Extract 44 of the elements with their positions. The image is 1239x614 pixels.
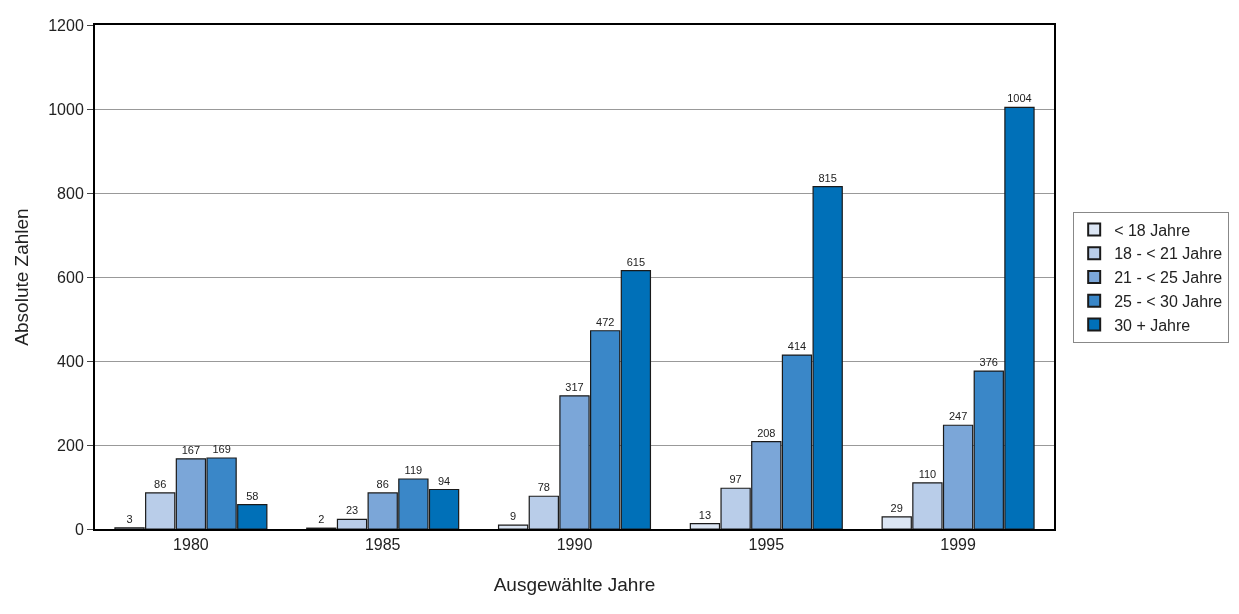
data-label: 29 [890, 501, 903, 514]
legend-label: 30 + Jahre [1114, 316, 1191, 334]
data-label: 86 [154, 477, 167, 490]
legend-label: < 18 Jahre [1114, 221, 1191, 239]
data-label: 2 [318, 513, 325, 526]
data-label: 376 [979, 356, 998, 369]
data-label: 9 [510, 510, 517, 523]
data-label: 86 [376, 477, 389, 490]
data-label: 58 [246, 489, 259, 502]
x-tick-label: 1985 [364, 536, 401, 554]
data-label: 1004 [1007, 92, 1032, 105]
data-label: 208 [757, 426, 776, 439]
legend-label: 18 - < 21 Jahre [1114, 245, 1223, 263]
data-label: 247 [948, 410, 968, 423]
x-tick-label: 1999 [940, 536, 976, 554]
y-tick-label: 600 [57, 268, 84, 286]
data-label: 110 [918, 467, 937, 480]
y-tick-label: 200 [57, 436, 84, 454]
y-tick-label: 400 [57, 352, 84, 370]
data-label: 13 [698, 508, 712, 521]
y-tick-label: 1200 [48, 16, 84, 34]
y-tick-label: 800 [57, 184, 84, 202]
x-axis-title: Ausgewählte Jahre [493, 573, 656, 595]
data-label: 167 [181, 443, 201, 456]
x-tick-label: 1995 [748, 536, 785, 554]
data-label: 317 [565, 380, 584, 393]
x-tick-label: 1990 [556, 536, 593, 554]
y-tick-label: 1000 [48, 100, 84, 118]
data-label: 78 [537, 481, 550, 494]
data-label: 169 [212, 443, 231, 456]
data-label: 23 [345, 504, 359, 517]
data-label: 119 [404, 464, 423, 477]
data-label: 94 [437, 474, 451, 487]
data-label: 414 [787, 340, 807, 353]
data-label: 615 [626, 255, 646, 268]
legend-label: 25 - < 30 Jahre [1114, 293, 1223, 311]
y-tick-label: 0 [74, 520, 84, 538]
x-tick-label: 1980 [173, 536, 209, 554]
y-axis-title: Absolute Zahlen [10, 208, 32, 346]
data-label: 815 [818, 171, 837, 184]
data-label: 97 [729, 473, 742, 486]
legend-label: 21 - < 25 Jahre [1114, 269, 1223, 287]
data-label: 472 [596, 315, 615, 328]
data-label: 3 [126, 512, 133, 525]
